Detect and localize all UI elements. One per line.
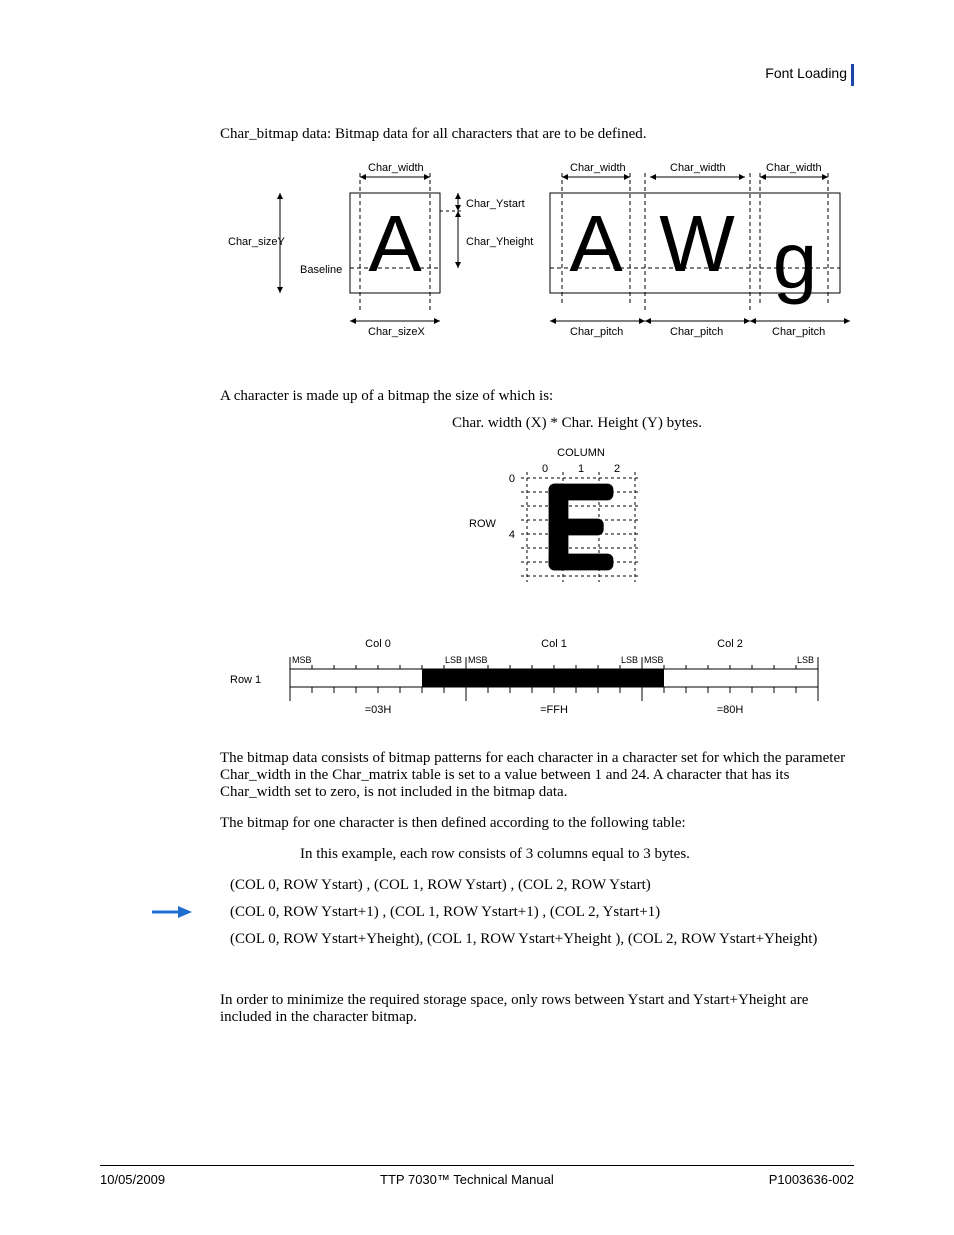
glyph-A-right: A xyxy=(569,199,623,288)
main-content: Char_bitmap data: Bitmap data for all ch… xyxy=(220,126,854,1026)
svg-text:LSB: LSB xyxy=(797,655,814,665)
intro-paragraph: Char_bitmap data: Bitmap data for all ch… xyxy=(220,126,854,143)
glyph-g: g xyxy=(773,216,818,305)
row-example-2: (COL 0, ROW Ystart+Yheight), (COL 1, ROW… xyxy=(230,931,854,948)
svg-text:Col 0: Col 0 xyxy=(365,638,391,650)
note-arrow-icon xyxy=(150,905,194,924)
svg-text:LSB: LSB xyxy=(445,655,462,665)
label-char-sizey: Char_sizeY xyxy=(228,236,286,248)
svg-text:Col 2: Col 2 xyxy=(717,638,743,650)
label-char-width-3: Char_width xyxy=(670,162,726,174)
figure-char-metrics: Char_sizeY Baseline A Char_width xyxy=(220,153,854,358)
svg-text:4: 4 xyxy=(509,529,515,541)
label-column: COLUMN xyxy=(557,447,605,459)
label-char-pitch-2: Char_pitch xyxy=(670,326,723,338)
svg-text:=80H: =80H xyxy=(717,704,744,716)
para-bitmap-data: The bitmap data consists of bitmap patte… xyxy=(220,750,854,801)
label-char-width-2: Char_width xyxy=(570,162,626,174)
page-header: Font Loading xyxy=(100,64,854,86)
label-char-ystart: Char_Ystart xyxy=(466,198,525,210)
footer-docnum: P1003636-002 xyxy=(769,1172,854,1187)
label-char-pitch-3: Char_pitch xyxy=(772,326,825,338)
label-char-width-1: Char_width xyxy=(368,162,424,174)
label-baseline: Baseline xyxy=(300,264,342,276)
svg-text:MSB: MSB xyxy=(644,655,664,665)
figure-bitmap-grid: COLUMN 0 1 2 ROW 0 4 xyxy=(220,442,854,607)
para-bitmap-size: A character is made up of a bitmap the s… xyxy=(220,388,854,405)
svg-text:0: 0 xyxy=(509,473,515,485)
para-bitmap-table-intro: The bitmap for one character is then def… xyxy=(220,815,854,832)
para-bitmap-formula: Char. width (X) * Char. Height (Y) bytes… xyxy=(300,415,854,432)
glyph-W: W xyxy=(659,199,735,288)
note-example: In this example, each row consists of 3 … xyxy=(300,846,854,863)
footer-date: 10/05/2009 xyxy=(100,1172,165,1187)
header-section-title: Font Loading xyxy=(765,65,847,81)
svg-text:LSB: LSB xyxy=(621,655,638,665)
svg-text:2: 2 xyxy=(614,463,620,475)
svg-text:MSB: MSB xyxy=(468,655,488,665)
page-footer: 10/05/2009 TTP 7030™ Technical Manual P1… xyxy=(100,1165,854,1187)
row-example-1: (COL 0, ROW Ystart+1) , (COL 1, ROW Ysta… xyxy=(230,904,854,921)
label-row1: Row 1 xyxy=(230,674,261,686)
footer-title: TTP 7030™ Technical Manual xyxy=(380,1172,554,1187)
label-char-width-4: Char_width xyxy=(766,162,822,174)
svg-text:0: 0 xyxy=(542,463,548,475)
figure-row-bits: Row 1 Col 0 MSB LSB =03H Col 1 MSB LSB =FFH Col 2… xyxy=(220,631,854,726)
svg-text:1: 1 xyxy=(578,463,584,475)
label-char-yheight: Char_Yheight xyxy=(466,236,533,248)
para-minimize-storage: In order to minimize the required storag… xyxy=(220,992,854,1026)
svg-text:=FFH: =FFH xyxy=(540,704,568,716)
row-example-0: (COL 0, ROW Ystart) , (COL 1, ROW Ystart… xyxy=(230,877,854,894)
glyph-A-left: A xyxy=(368,199,422,288)
svg-text:=03H: =03H xyxy=(365,704,392,716)
svg-text:MSB: MSB xyxy=(292,655,312,665)
label-char-sizex: Char_sizeX xyxy=(368,326,426,338)
label-char-pitch-1: Char_pitch xyxy=(570,326,623,338)
svg-text:Col 1: Col 1 xyxy=(541,638,567,650)
label-row: ROW xyxy=(469,518,497,530)
